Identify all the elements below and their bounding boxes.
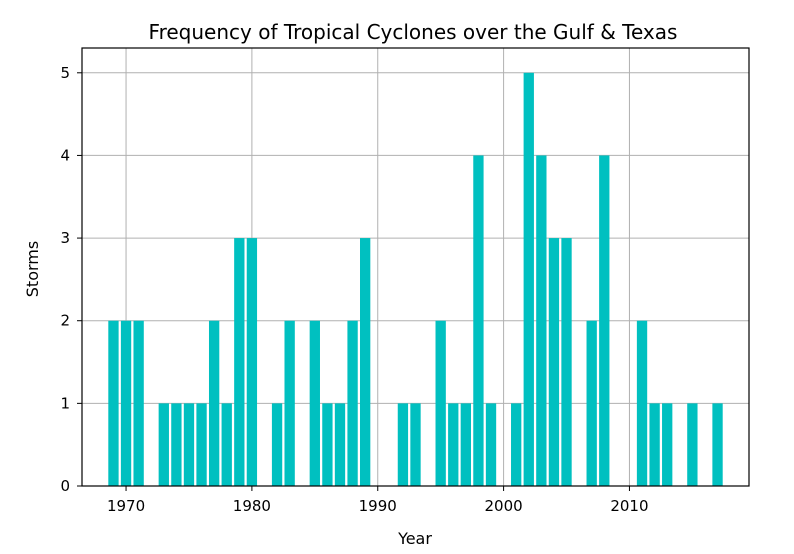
x-tick-label: 2010 (610, 497, 648, 515)
y-tick-label: 5 (60, 64, 70, 82)
bar (196, 403, 207, 486)
y-tick-label: 4 (60, 146, 70, 164)
bar (309, 320, 320, 486)
bar (435, 320, 446, 486)
y-axis-label: Storms (23, 241, 42, 297)
bar (687, 403, 698, 486)
x-tick-label: 1970 (107, 497, 145, 515)
bars (108, 72, 723, 486)
bar (473, 155, 484, 486)
bar (108, 320, 119, 486)
bar (133, 320, 144, 486)
x-axis-label: Year (397, 529, 432, 548)
bar (536, 155, 547, 486)
chart-title: Frequency of Tropical Cyclones over the … (149, 20, 678, 44)
bar (322, 403, 333, 486)
bar (171, 403, 182, 486)
y-tick-label: 2 (60, 312, 70, 330)
bar (460, 403, 471, 486)
plot-frame (81, 47, 750, 487)
y-axis-ticks: 0 1 2 3 4 5 (60, 64, 82, 495)
bar (586, 320, 597, 486)
bar (397, 403, 409, 486)
bar (221, 403, 232, 486)
bar (511, 403, 522, 486)
bar (360, 238, 371, 486)
bar (120, 320, 132, 486)
bar (234, 238, 245, 486)
bar (662, 403, 673, 486)
x-tick-label: 1990 (359, 497, 397, 515)
bar (523, 72, 534, 486)
bar (284, 320, 295, 486)
bar (485, 403, 497, 486)
bar (636, 320, 648, 486)
bar (347, 320, 358, 486)
bar (548, 238, 560, 486)
bar (599, 155, 610, 486)
y-tick-label: 3 (60, 229, 70, 247)
y-tick-label: 0 (60, 477, 70, 495)
bar (712, 403, 723, 486)
x-axis-ticks: 1970 1980 1990 2000 2010 (107, 486, 649, 515)
bar (208, 320, 220, 486)
bar (158, 403, 169, 486)
bar (183, 403, 195, 486)
x-tick-label: 2000 (485, 497, 523, 515)
bar (561, 238, 572, 486)
x-tick-label: 1980 (233, 497, 271, 515)
bar (649, 403, 660, 486)
bar (246, 238, 258, 486)
bar (334, 403, 346, 486)
bar (410, 403, 421, 486)
y-tick-label: 1 (60, 394, 70, 412)
bar (271, 403, 283, 486)
bar (448, 403, 459, 486)
